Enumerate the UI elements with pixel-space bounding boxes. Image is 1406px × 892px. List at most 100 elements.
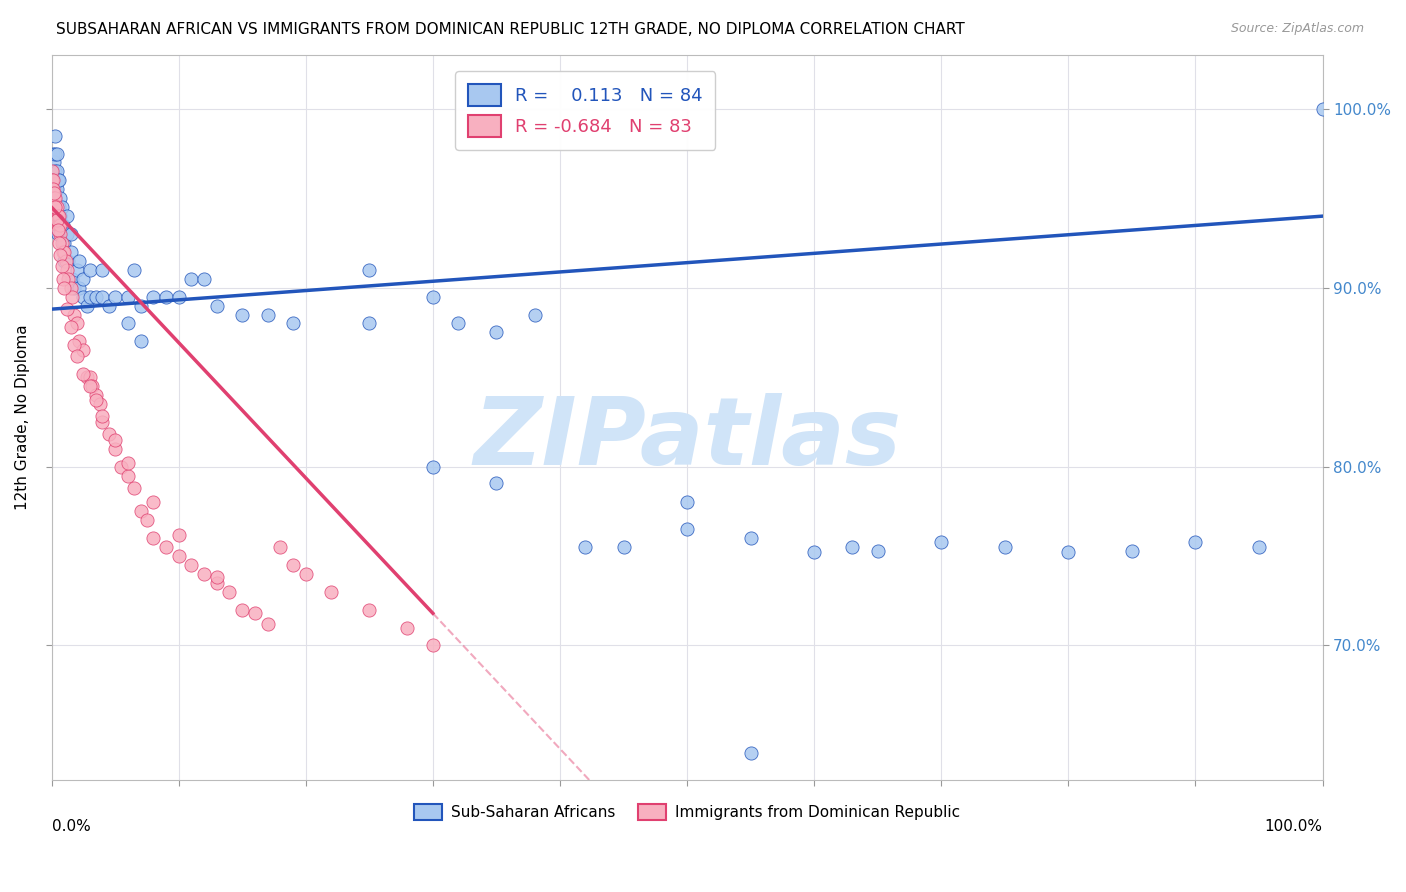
Point (485, 475, 508, 490)
Point (104, 442, 127, 456)
Point (167, 290, 190, 304)
Point (321, 584, 343, 599)
Point (76, 370, 98, 384)
Point (44, 200, 66, 214)
Point (44, 128, 66, 143)
Point (55, 262, 77, 277)
Point (46, 218, 69, 232)
Point (69, 281, 91, 295)
Point (523, 308, 546, 322)
Point (1121, 543, 1143, 558)
Point (56, 253, 79, 268)
Point (46, 223, 69, 237)
Point (79, 290, 101, 304)
Point (42, 182, 65, 196)
Point (117, 317, 139, 331)
Point (142, 495, 165, 509)
Point (676, 495, 699, 509)
Text: SUBSAHARAN AFRICAN VS IMMIGRANTS FROM DOMINICAN REPUBLIC 12TH GRADE, NO DIPLOMA : SUBSAHARAN AFRICAN VS IMMIGRANTS FROM DO… (56, 22, 965, 37)
Point (359, 603, 381, 617)
Point (63, 281, 86, 295)
Point (51, 235, 73, 250)
Point (44, 146, 66, 161)
Point (48, 235, 70, 250)
Point (55, 302, 77, 317)
Point (53, 235, 76, 250)
Point (41, 182, 63, 196)
Point (66, 317, 89, 331)
Point (48, 173, 70, 187)
Point (122, 481, 145, 495)
Point (42, 173, 65, 187)
Point (110, 459, 132, 474)
Point (231, 308, 253, 322)
Point (180, 558, 202, 572)
Point (142, 531, 165, 545)
Point (84, 290, 107, 304)
Point (60, 271, 83, 285)
Point (155, 540, 177, 554)
Point (205, 575, 228, 590)
Point (46, 227, 69, 241)
Point (447, 317, 470, 331)
Point (51, 200, 73, 214)
Point (42, 173, 65, 187)
Point (218, 584, 240, 599)
Point (359, 262, 381, 277)
Point (44, 200, 66, 214)
Point (55, 209, 77, 223)
Point (104, 433, 127, 447)
Point (129, 334, 152, 349)
Point (79, 379, 101, 393)
Point (205, 570, 228, 584)
Point (48, 200, 70, 214)
Point (69, 253, 91, 268)
Point (63, 338, 86, 352)
Point (91, 409, 114, 424)
Point (42, 186, 65, 200)
Point (422, 459, 444, 474)
Point (612, 540, 634, 554)
Point (41, 164, 63, 178)
Point (97, 299, 120, 313)
Point (89, 397, 111, 411)
Point (56, 271, 79, 285)
Point (49, 248, 72, 262)
Point (256, 308, 278, 322)
Point (1184, 534, 1206, 549)
Point (69, 334, 91, 349)
Point (66, 262, 89, 277)
Point (42, 209, 65, 223)
Point (97, 427, 120, 442)
Point (48, 209, 70, 223)
Point (84, 393, 107, 408)
Point (42, 191, 65, 205)
Point (205, 299, 228, 313)
Point (42, 191, 65, 205)
Point (1057, 545, 1080, 559)
Point (422, 639, 444, 653)
Point (59, 244, 82, 259)
Point (803, 545, 825, 559)
Point (42, 182, 65, 196)
Point (281, 558, 304, 572)
Point (52, 244, 75, 259)
Point (155, 290, 177, 304)
Point (180, 271, 202, 285)
Point (122, 262, 145, 277)
Point (841, 540, 863, 554)
Point (396, 621, 419, 635)
Point (359, 317, 381, 331)
Point (45, 209, 67, 223)
Point (49, 191, 72, 205)
Point (929, 534, 952, 549)
Point (46, 209, 69, 223)
Text: 100.0%: 100.0% (1264, 820, 1323, 835)
Point (52, 235, 75, 250)
Point (42, 164, 65, 178)
Point (91, 415, 114, 429)
Point (66, 349, 89, 363)
Point (866, 543, 889, 558)
Point (574, 540, 596, 554)
Point (52, 218, 75, 232)
